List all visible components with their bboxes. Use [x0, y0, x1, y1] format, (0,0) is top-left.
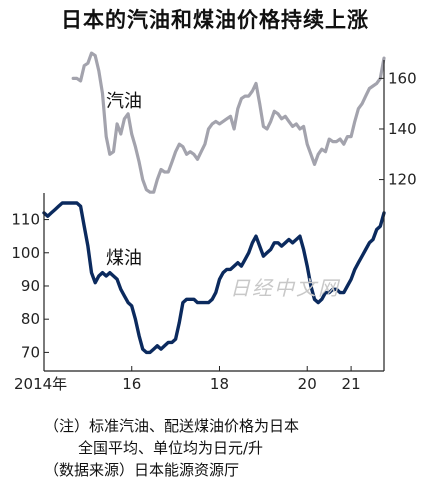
left-axis-tick-label: 90	[21, 277, 40, 295]
note-line-2: 全国平均、单位均为日元/升	[78, 439, 264, 457]
source-line: （数据来源）日本能源资源厅	[44, 461, 240, 479]
right-axis-tick-label: 160	[388, 69, 417, 87]
x-axis-tick-label: 20	[298, 375, 317, 393]
right-axis-tick-label: 120	[388, 171, 417, 189]
chart-title: 日本的汽油和煤油价格持续上涨	[61, 8, 369, 32]
x-axis-tick-label: 16	[122, 375, 141, 393]
x-axis-tick-label: 2014年	[14, 375, 67, 393]
gasoline-series-label: 汽油	[106, 91, 142, 112]
left-axis-tick-label: 110	[11, 211, 40, 229]
left-axis-tick-label: 100	[11, 244, 40, 262]
left-axis-tick-label: 80	[21, 310, 40, 328]
kerosene-series-line	[42, 201, 386, 355]
left-axis-tick-label: 70	[21, 343, 40, 361]
x-axis-tick-label: 21	[342, 375, 361, 393]
gasoline-series-line	[71, 51, 386, 194]
note-line-1: （注）标准汽油、配送煤油价格为日本	[44, 417, 300, 435]
watermark-text: 日经中文网	[230, 276, 341, 300]
right-axis-tick-label: 140	[388, 120, 417, 138]
chart-notes: （注）标准汽油、配送煤油价格为日本 全国平均、单位均为日元/升 （数据来源）日本…	[44, 415, 299, 481]
x-axis-tick-label: 18	[210, 375, 229, 393]
kerosene-series-label: 煤油	[106, 248, 142, 269]
